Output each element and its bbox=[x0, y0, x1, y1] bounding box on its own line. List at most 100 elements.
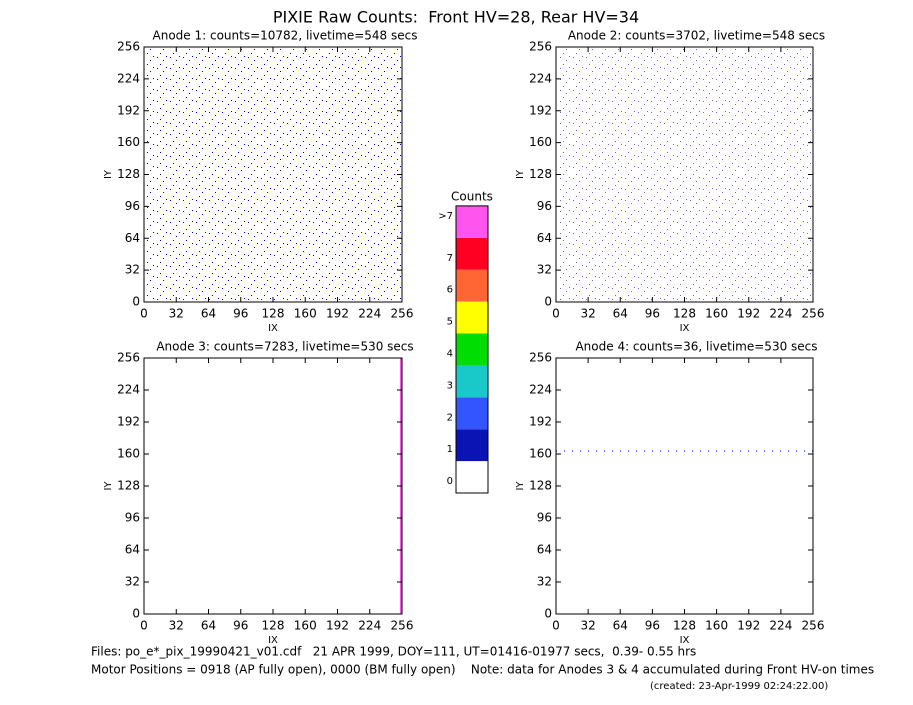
y-tick-label: 224 bbox=[117, 383, 140, 397]
y-tick-label: 128 bbox=[117, 479, 140, 493]
colorbar-label: 6 bbox=[447, 285, 453, 296]
y-tick-label: 32 bbox=[125, 263, 140, 277]
y-axis-label: IY bbox=[515, 169, 526, 179]
x-tick-label: 192 bbox=[737, 307, 760, 321]
colorbar-swatch bbox=[456, 429, 488, 462]
x-tick-label: 224 bbox=[358, 307, 381, 321]
y-tick-label: 64 bbox=[125, 543, 140, 557]
x-tick-label: 128 bbox=[262, 307, 285, 321]
y-tick-label: 192 bbox=[529, 103, 552, 117]
y-tick-label: 96 bbox=[537, 199, 552, 213]
colorbar-swatch bbox=[456, 333, 488, 366]
y-tick-label: 0 bbox=[132, 607, 140, 621]
x-tick-label: 256 bbox=[802, 307, 825, 321]
y-tick-label: 160 bbox=[529, 447, 552, 461]
x-tick-label: 256 bbox=[802, 619, 825, 633]
colorbar-swatch bbox=[456, 365, 488, 398]
y-tick-label: 256 bbox=[117, 40, 140, 54]
x-tick-label: 64 bbox=[613, 307, 628, 321]
x-tick-label: 96 bbox=[645, 307, 660, 321]
y-tick-label: 192 bbox=[529, 415, 552, 429]
x-tick-label: 160 bbox=[294, 307, 317, 321]
y-tick-label: 128 bbox=[529, 167, 552, 181]
x-tick-label: 0 bbox=[140, 307, 148, 321]
x-tick-label: 96 bbox=[233, 307, 248, 321]
colorbar-swatch bbox=[456, 237, 488, 270]
colorbar-label: 1 bbox=[447, 444, 453, 455]
y-tick-label: 32 bbox=[537, 575, 552, 589]
x-tick-label: 32 bbox=[580, 307, 595, 321]
y-tick-label: 256 bbox=[529, 40, 552, 54]
y-tick-label: 64 bbox=[125, 231, 140, 245]
colorbar-swatch bbox=[456, 461, 488, 493]
y-tick-label: 64 bbox=[537, 543, 552, 557]
y-tick-label: 96 bbox=[125, 511, 140, 525]
footer-line: (created: 23-Apr-1999 02:24:22.00) bbox=[650, 681, 828, 692]
x-tick-label: 192 bbox=[326, 307, 349, 321]
count-texture bbox=[557, 48, 812, 301]
panel-title: Anode 2: counts=3702, livetime=548 secs bbox=[568, 29, 825, 43]
x-tick-label: 0 bbox=[552, 307, 560, 321]
y-tick-label: 224 bbox=[117, 71, 140, 85]
x-axis-label: IX bbox=[268, 635, 278, 646]
colorbar-label: 2 bbox=[447, 412, 453, 423]
x-tick-label: 64 bbox=[201, 307, 216, 321]
y-tick-label: 32 bbox=[537, 263, 552, 277]
x-tick-label: 0 bbox=[552, 619, 560, 633]
y-tick-label: 192 bbox=[117, 103, 140, 117]
y-tick-label: 96 bbox=[125, 199, 140, 213]
y-axis-label: IY bbox=[103, 169, 114, 179]
x-axis-label: IX bbox=[680, 323, 690, 334]
count-texture bbox=[145, 48, 401, 301]
colorbar-swatch bbox=[456, 301, 488, 334]
y-tick-label: 256 bbox=[117, 351, 140, 365]
x-tick-label: 224 bbox=[769, 619, 792, 633]
footer-line: Motor Positions = 0918 (AP fully open), … bbox=[91, 663, 874, 677]
colorbar-label: 4 bbox=[447, 348, 453, 359]
y-tick-label: 160 bbox=[117, 447, 140, 461]
colorbar-swatch bbox=[456, 269, 488, 302]
x-tick-label: 64 bbox=[201, 619, 216, 633]
panel-title: Anode 1: counts=10782, livetime=548 secs bbox=[153, 29, 418, 43]
x-axis-label: IX bbox=[680, 635, 690, 646]
colorbar-label: >7 bbox=[438, 211, 453, 222]
y-tick-label: 224 bbox=[529, 383, 552, 397]
x-tick-label: 224 bbox=[358, 619, 381, 633]
x-tick-label: 32 bbox=[580, 619, 595, 633]
colorbar-frame bbox=[455, 205, 489, 494]
x-tick-label: 256 bbox=[391, 619, 414, 633]
x-tick-label: 96 bbox=[233, 619, 248, 633]
x-tick-label: 160 bbox=[705, 307, 728, 321]
panel-title: Anode 4: counts=36, livetime=530 secs bbox=[575, 340, 817, 354]
y-tick-label: 160 bbox=[117, 135, 140, 149]
y-tick-label: 160 bbox=[529, 135, 552, 149]
y-axis-label: IY bbox=[515, 481, 526, 491]
x-tick-label: 128 bbox=[673, 307, 696, 321]
colorbar-label: 5 bbox=[447, 317, 453, 328]
x-tick-label: 192 bbox=[326, 619, 349, 633]
y-tick-label: 128 bbox=[529, 479, 552, 493]
y-tick-label: 96 bbox=[537, 511, 552, 525]
colorbar-label: 7 bbox=[447, 253, 453, 264]
y-tick-label: 192 bbox=[117, 415, 140, 429]
y-tick-label: 128 bbox=[117, 167, 140, 181]
y-tick-label: 256 bbox=[529, 351, 552, 365]
y-tick-label: 64 bbox=[537, 231, 552, 245]
x-tick-label: 64 bbox=[613, 619, 628, 633]
colorbar-label: 0 bbox=[447, 476, 453, 487]
x-tick-label: 32 bbox=[169, 619, 184, 633]
y-tick-label: 32 bbox=[125, 575, 140, 589]
x-tick-label: 160 bbox=[705, 619, 728, 633]
x-tick-label: 192 bbox=[737, 619, 760, 633]
x-tick-label: 32 bbox=[169, 307, 184, 321]
y-tick-label: 224 bbox=[529, 71, 552, 85]
x-axis-label: IX bbox=[268, 323, 278, 334]
y-tick-label: 0 bbox=[544, 607, 552, 621]
footer-line: Files: po_e*_pix_19990421_v01.cdf 21 APR… bbox=[91, 645, 696, 659]
figure-title: PIXIE Raw Counts: Front HV=28, Rear HV=3… bbox=[273, 8, 639, 27]
x-tick-label: 128 bbox=[673, 619, 696, 633]
panel-title: Anode 3: counts=7283, livetime=530 secs bbox=[156, 340, 413, 354]
colorbar-label: 3 bbox=[447, 380, 453, 391]
